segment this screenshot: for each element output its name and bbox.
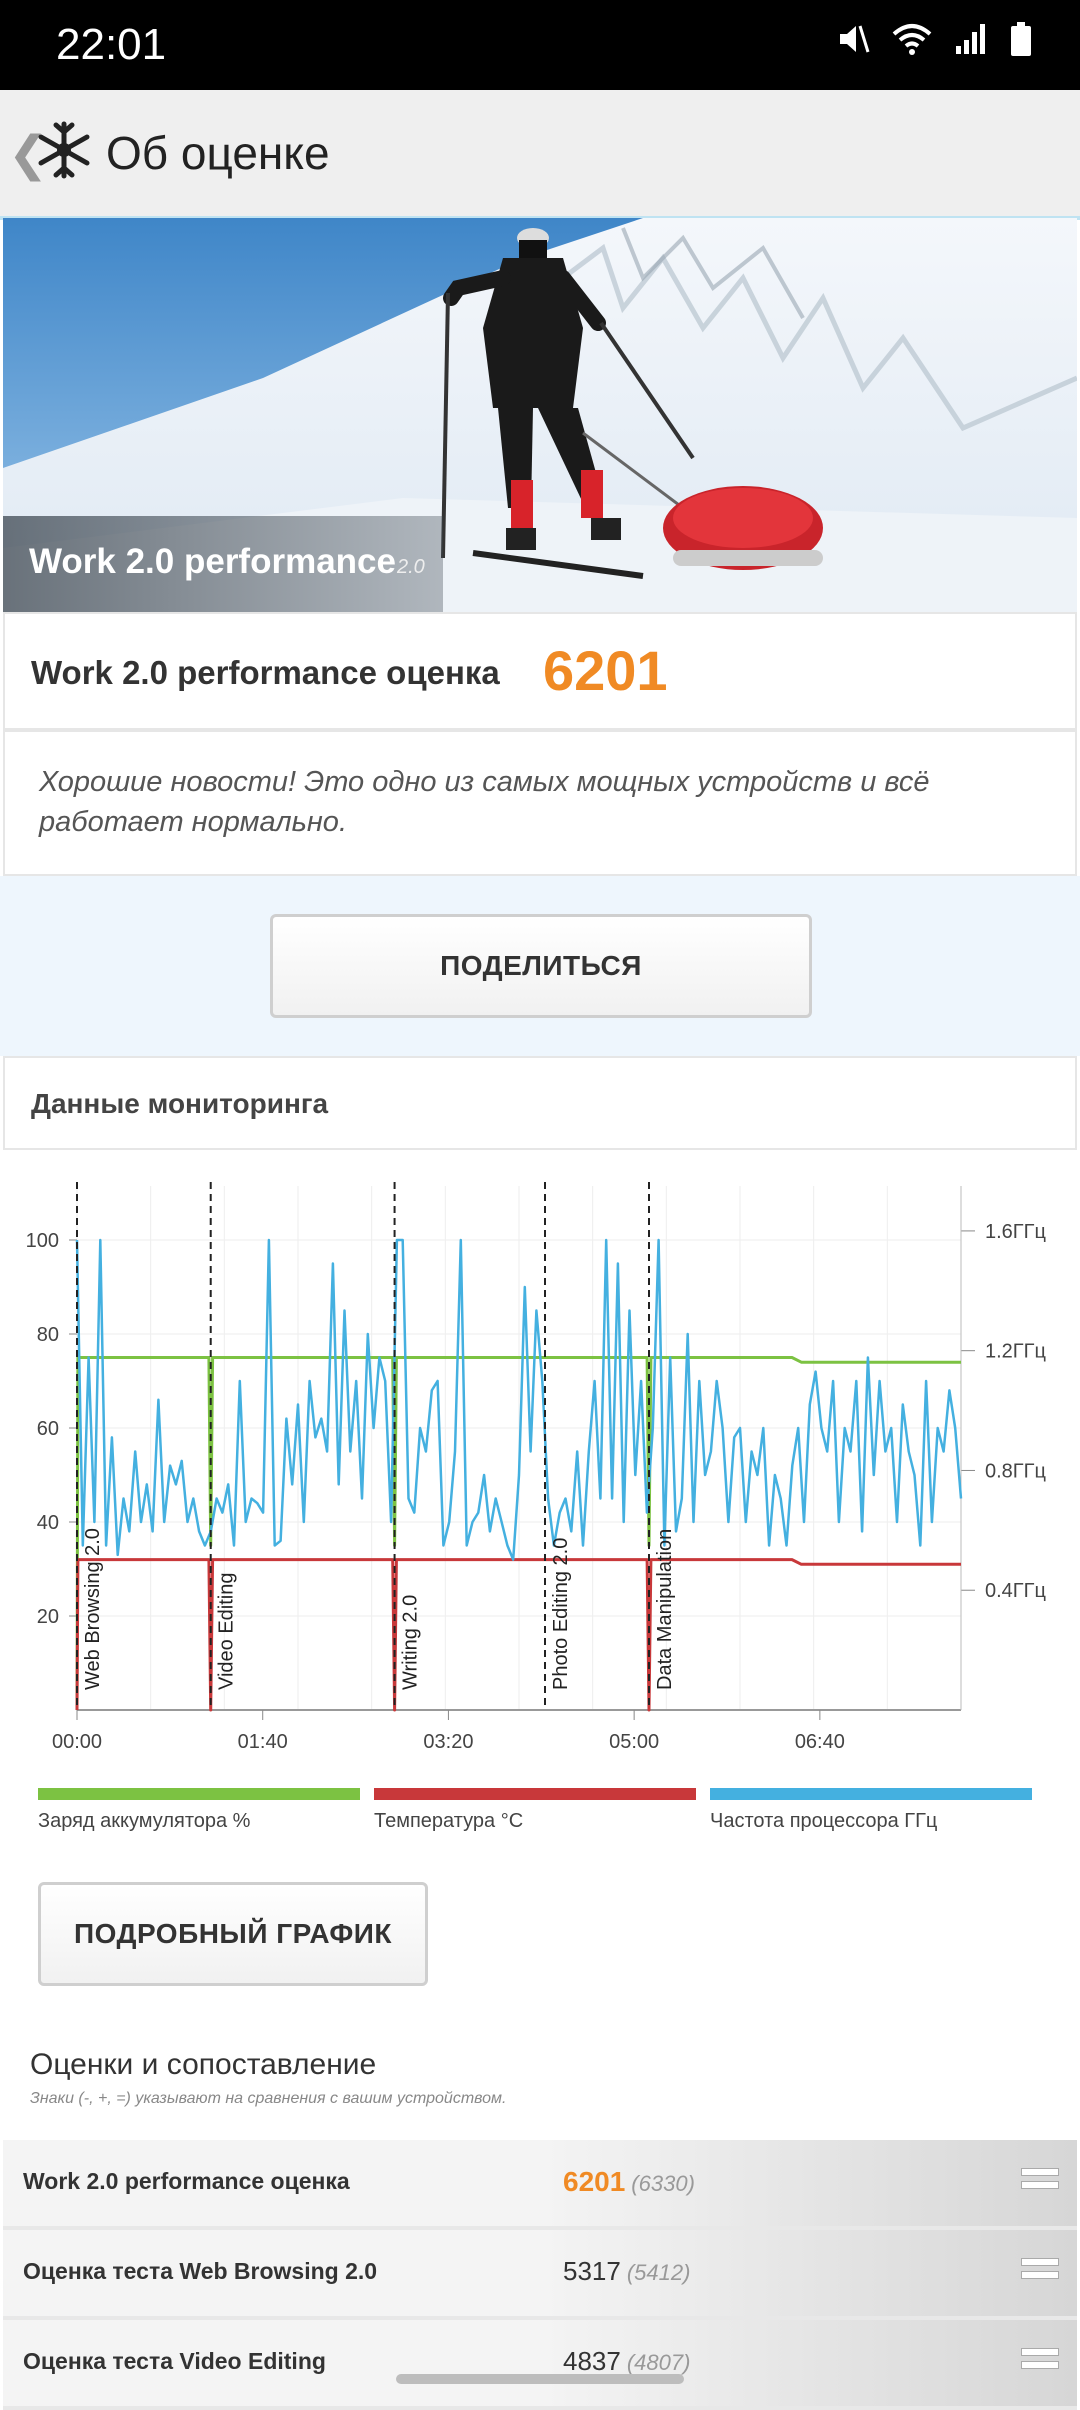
share-button[interactable]: ПОДЕЛИТЬСЯ — [270, 914, 812, 1018]
row-value: 4837 (4807) — [563, 2346, 690, 2377]
x-tick-label: 03:20 — [423, 1731, 473, 1753]
row-value-cell: 6201 (6330) — [541, 2140, 1077, 2226]
equal-icon — [1021, 2348, 1059, 2374]
table-row[interactable]: Оценка теста Video Editing 4837 (4807) — [3, 2320, 1077, 2410]
row-score: 5317 — [563, 2256, 621, 2286]
legend-cpu-label: Частота процессора ГГц — [710, 1810, 938, 1832]
monitoring-title: Данные мониторинга — [31, 1088, 329, 1119]
share-area: ПОДЕЛИТЬСЯ — [0, 876, 1080, 1056]
legend-battery-label: Заряд аккумулятора % — [38, 1810, 251, 1832]
y-left-tick-label: 80 — [37, 1324, 59, 1346]
test-marker-label: Web Browsing 2.0 — [82, 1528, 104, 1690]
score-value: 6201 — [543, 639, 668, 702]
y-left-tick-label: 100 — [26, 1230, 59, 1252]
hero-version: 2.0 — [397, 556, 425, 578]
test-marker-label: Data Manipulation — [654, 1529, 676, 1690]
scores-section-subtitle: Знаки (-, +, =) указывают на сравнения с… — [30, 2090, 507, 2107]
row-value: 6201 (6330) — [563, 2166, 695, 2198]
row-value-cell: 5317 (5412) — [541, 2230, 1077, 2316]
row-compare: (4807) — [626, 2350, 691, 2375]
detailed-chart-button[interactable]: ПОДРОБНЫЙ ГРАФИК — [38, 1882, 428, 1986]
test-marker-label: Video Editing — [216, 1573, 238, 1691]
row-name: Work 2.0 performance оценка — [23, 2168, 350, 2194]
legend-cpu: Частота процессора ГГц — [710, 1788, 1032, 1833]
home-indicator[interactable] — [396, 2374, 684, 2384]
y-left-tick-label: 40 — [37, 1512, 59, 1534]
status-bar: 22:01 — [0, 0, 1080, 90]
x-tick-label: 00:00 — [52, 1731, 102, 1753]
row-name: Оценка теста Web Browsing 2.0 — [23, 2258, 378, 2284]
scores-section-title: Оценки и сопоставление — [30, 2048, 377, 2081]
mute-icon — [840, 25, 870, 53]
legend-temperature-swatch — [374, 1788, 696, 1800]
sled — [663, 486, 823, 570]
table-row[interactable]: Work 2.0 performance оценка 6201 (6330) — [3, 2140, 1077, 2230]
skier — [441, 228, 695, 579]
y-left-tick-label: 20 — [37, 1606, 59, 1628]
y-left-tick-label: 60 — [37, 1418, 59, 1440]
score-card: Work 2.0 performance оценка 6201 — [3, 612, 1077, 730]
x-tick-label: 05:00 — [609, 1731, 659, 1753]
status-icons — [836, 22, 1032, 56]
wifi-icon — [892, 24, 932, 55]
test-marker-label: Writing 2.0 — [400, 1595, 422, 1690]
table-row[interactable]: Оценка теста Web Browsing 2.0 5317 (5412) — [3, 2230, 1077, 2320]
y-right-tick-label: 0.4ГГц — [985, 1580, 1046, 1602]
equal-icon — [1021, 2168, 1059, 2194]
news-text: Хорошие новости! Это одно из самых мощны… — [39, 766, 930, 838]
y-right-tick-label: 0.8ГГц — [985, 1460, 1046, 1482]
signal-icon — [956, 24, 985, 54]
score-table: Work 2.0 performance оценка 6201 (6330) О… — [3, 2140, 1077, 2410]
y-right-tick-label: 1.6ГГц — [985, 1221, 1046, 1243]
hero-image: Work 2.0 performance 2.0 — [3, 218, 1077, 612]
legend-temperature-label: Температура °C — [374, 1810, 524, 1832]
page-title: Об оценке — [106, 127, 330, 179]
snowflake-icon — [38, 121, 90, 179]
row-value: 5317 (5412) — [563, 2256, 690, 2287]
legend-battery-swatch — [38, 1788, 360, 1800]
test-marker-label: Photo Editing 2.0 — [550, 1538, 572, 1690]
series-line — [75, 1558, 961, 1712]
x-tick-label: 01:40 — [238, 1731, 288, 1753]
equal-icon — [1021, 2258, 1059, 2284]
score-label: Work 2.0 performance оценка — [31, 654, 500, 691]
row-compare: (6330) — [631, 2171, 695, 2196]
monitoring-header: Данные мониторинга — [3, 1056, 1077, 1150]
legend-temperature: Температура °C — [374, 1788, 696, 1833]
row-score: 6201 — [563, 2166, 626, 2197]
hero-caption: Work 2.0 performance 2.0 — [3, 516, 443, 612]
monitoring-chart-card: 20 40 60 80 100 0.4ГГц 0.8ГГц 1.2ГГц 1.6ГГц 00:00… — [3, 1150, 1077, 2150]
legend-battery: Заряд аккумулятора % — [38, 1788, 360, 1833]
monitoring-chart: 20 40 60 80 100 0.4ГГц 0.8ГГц 1.2ГГц 1.6ГГц 00:00… — [26, 1182, 1046, 1753]
row-score: 4837 — [563, 2346, 621, 2376]
app-bar: ❮ Об оценке — [0, 90, 1080, 220]
hero-title: Work 2.0 performance — [29, 542, 396, 581]
x-tick-label: 06:40 — [795, 1731, 845, 1753]
row-name: Оценка теста Video Editing — [23, 2348, 326, 2374]
series-line — [75, 1238, 963, 1561]
row-value-cell: 4837 (4807) — [541, 2320, 1077, 2406]
battery-icon — [1011, 22, 1031, 56]
status-time: 22:01 — [56, 20, 167, 69]
row-compare: (5412) — [626, 2260, 691, 2285]
y-right-tick-label: 1.2ГГц — [985, 1341, 1046, 1363]
news-card: Хорошие новости! Это одно из самых мощны… — [3, 730, 1077, 876]
legend-cpu-swatch — [710, 1788, 1032, 1800]
